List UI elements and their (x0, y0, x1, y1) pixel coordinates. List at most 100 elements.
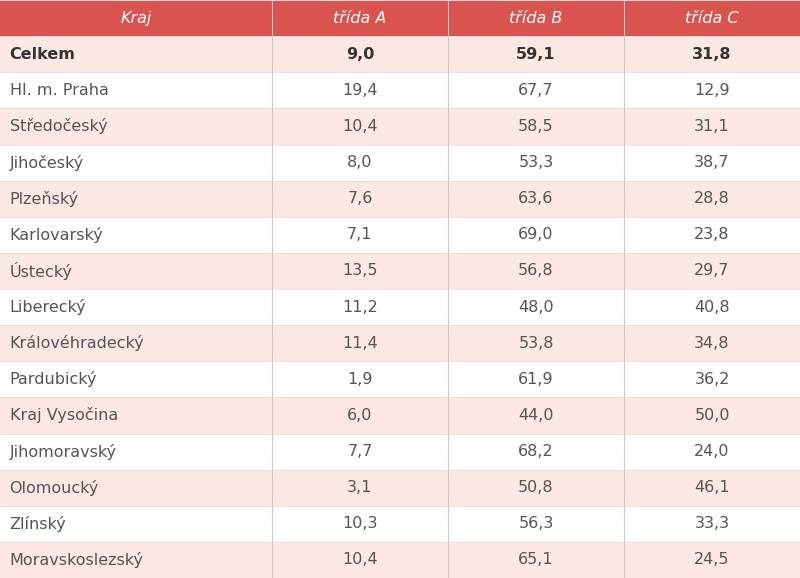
Bar (448, 506, 624, 542)
Text: 36,2: 36,2 (694, 372, 730, 387)
Bar (272, 217, 448, 253)
Text: 11,2: 11,2 (342, 299, 378, 314)
Bar (448, 434, 624, 469)
Bar (272, 289, 448, 325)
Text: Olomoucký: Olomoucký (10, 480, 99, 496)
Bar (0, 361, 272, 398)
Bar (272, 0, 448, 36)
Text: 67,7: 67,7 (518, 83, 554, 98)
Text: 44,0: 44,0 (518, 408, 554, 423)
Bar (272, 72, 448, 109)
Bar (624, 144, 800, 180)
Text: 19,4: 19,4 (342, 83, 378, 98)
Text: Plzeňský: Plzeňský (10, 191, 78, 207)
Bar (0, 180, 272, 217)
Text: 65,1: 65,1 (518, 553, 554, 568)
Text: 46,1: 46,1 (694, 480, 730, 495)
Bar (624, 36, 800, 72)
Bar (0, 469, 272, 506)
Text: 29,7: 29,7 (694, 264, 730, 279)
Text: 24,5: 24,5 (694, 553, 730, 568)
Bar (0, 217, 272, 253)
Text: 7,1: 7,1 (347, 227, 373, 242)
Text: 31,1: 31,1 (694, 119, 730, 134)
Bar (448, 469, 624, 506)
Text: 23,8: 23,8 (694, 227, 730, 242)
Text: 28,8: 28,8 (694, 191, 730, 206)
Bar (272, 434, 448, 469)
Text: Kraj: Kraj (120, 10, 152, 25)
Bar (272, 144, 448, 180)
Bar (448, 253, 624, 289)
Bar (624, 109, 800, 144)
Text: Karlovarský: Karlovarský (10, 227, 103, 243)
Text: 11,4: 11,4 (342, 336, 378, 351)
Text: Hl. m. Praha: Hl. m. Praha (10, 83, 109, 98)
Bar (448, 180, 624, 217)
Bar (624, 434, 800, 469)
Bar (272, 253, 448, 289)
Bar (0, 398, 272, 434)
Bar (0, 0, 272, 36)
Text: 10,3: 10,3 (342, 516, 378, 531)
Bar (0, 144, 272, 180)
Bar (448, 361, 624, 398)
Text: 53,8: 53,8 (518, 336, 554, 351)
Text: 3,1: 3,1 (347, 480, 373, 495)
Bar (624, 361, 800, 398)
Text: 7,7: 7,7 (347, 444, 373, 459)
Text: 10,4: 10,4 (342, 119, 378, 134)
Bar (272, 469, 448, 506)
Text: 69,0: 69,0 (518, 227, 554, 242)
Text: Královéhradecký: Královéhradecký (10, 335, 144, 351)
Text: 50,0: 50,0 (694, 408, 730, 423)
Bar (272, 109, 448, 144)
Text: Jihomoravský: Jihomoravský (10, 443, 117, 460)
Bar (624, 325, 800, 361)
Text: 31,8: 31,8 (692, 47, 732, 62)
Bar (0, 289, 272, 325)
Text: 56,8: 56,8 (518, 264, 554, 279)
Bar (448, 0, 624, 36)
Text: Ústecký: Ústecký (10, 262, 73, 280)
Text: 9,0: 9,0 (346, 47, 374, 62)
Bar (448, 36, 624, 72)
Bar (624, 289, 800, 325)
Text: Moravskoslezský: Moravskoslezský (10, 552, 144, 568)
Text: 59,1: 59,1 (516, 47, 556, 62)
Text: 33,3: 33,3 (694, 516, 730, 531)
Text: 6,0: 6,0 (347, 408, 373, 423)
Text: 48,0: 48,0 (518, 299, 554, 314)
Bar (272, 325, 448, 361)
Bar (272, 506, 448, 542)
Bar (624, 542, 800, 578)
Text: 7,6: 7,6 (347, 191, 373, 206)
Text: Kraj Vysočina: Kraj Vysočina (10, 407, 118, 424)
Text: 50,8: 50,8 (518, 480, 554, 495)
Text: třída B: třída B (510, 10, 562, 25)
Text: 24,0: 24,0 (694, 444, 730, 459)
Bar (448, 398, 624, 434)
Text: třída C: třída C (686, 10, 738, 25)
Bar (0, 109, 272, 144)
Bar (272, 398, 448, 434)
Bar (448, 325, 624, 361)
Text: 34,8: 34,8 (694, 336, 730, 351)
Bar (624, 253, 800, 289)
Bar (272, 36, 448, 72)
Text: Liberecký: Liberecký (10, 299, 86, 315)
Bar (272, 361, 448, 398)
Text: Jihočeský: Jihočeský (10, 154, 84, 171)
Text: 12,9: 12,9 (694, 83, 730, 98)
Bar (624, 180, 800, 217)
Bar (624, 72, 800, 109)
Bar (0, 542, 272, 578)
Text: 8,0: 8,0 (347, 155, 373, 170)
Text: 1,9: 1,9 (347, 372, 373, 387)
Text: Zlínský: Zlínský (10, 516, 66, 532)
Bar (624, 0, 800, 36)
Text: třída A: třída A (334, 10, 386, 25)
Bar (448, 109, 624, 144)
Text: 38,7: 38,7 (694, 155, 730, 170)
Bar (0, 253, 272, 289)
